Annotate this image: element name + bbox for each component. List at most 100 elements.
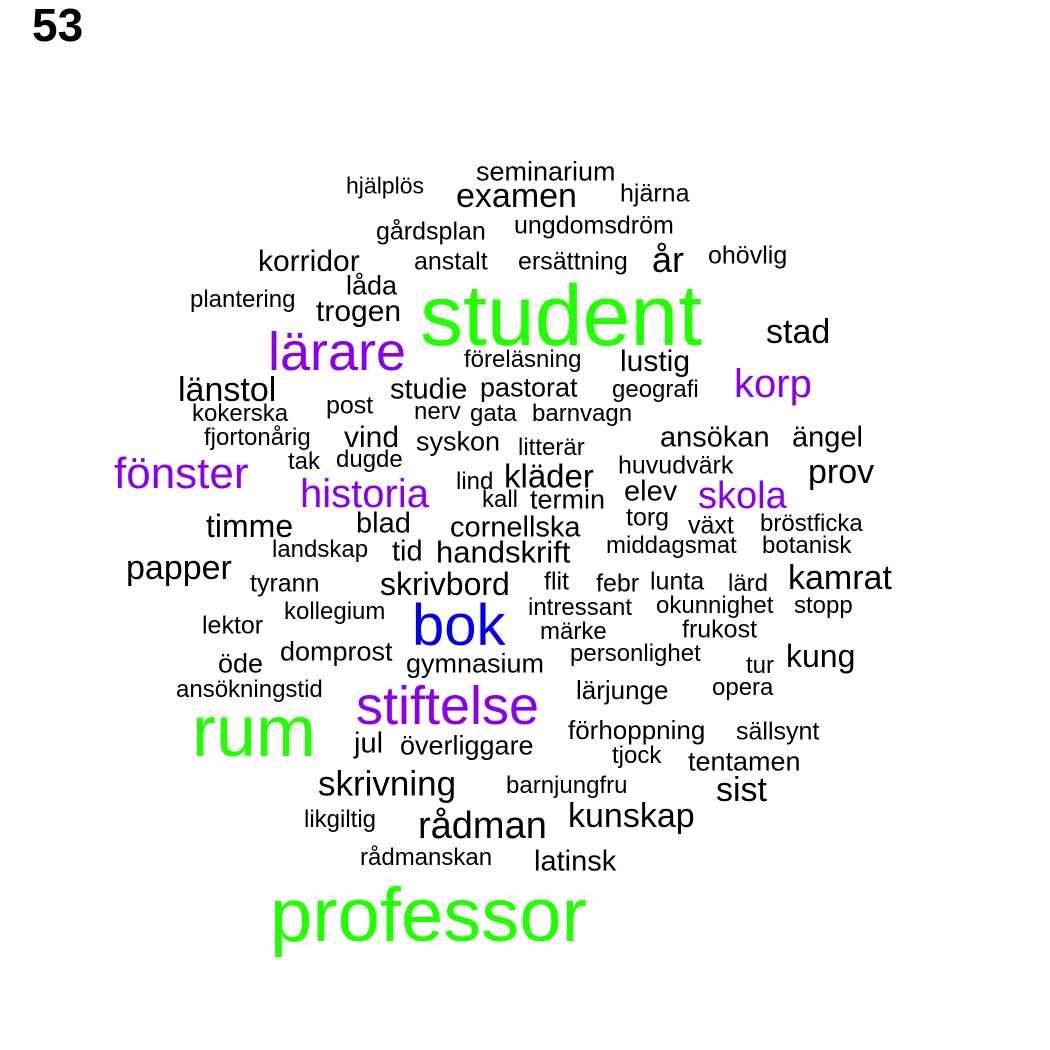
cloud-word: stopp [794,592,853,619]
cloud-word: tentamen [688,746,801,777]
cloud-word: hjärna [620,179,690,208]
cloud-word: lunta [650,567,705,596]
cloud-word: termin [530,484,606,515]
cloud-word: ansökningstid [176,676,323,703]
cloud-word: skola [698,475,787,517]
cloud-word: överliggare [400,730,534,761]
cloud-word: papper [126,549,232,587]
cloud-word: kollegium [284,598,386,625]
cloud-word: rådman [418,805,547,847]
cloud-word: lärjunge [576,675,669,705]
cloud-word: febr [596,569,640,598]
cloud-word: barnvagn [532,400,633,427]
cloud-word: låda [346,270,398,301]
cloud-word: middagsmat [606,532,737,559]
cloud-word: anstalt [414,247,488,276]
cloud-word: föreläsning [464,346,582,373]
cloud-word: personlighet [570,640,701,667]
cloud-word: botanisk [762,532,852,559]
cloud-word: tyrann [250,569,320,598]
cloud-word: lind [456,468,494,495]
cloud-word: märke [540,618,607,645]
cloud-word: opera [712,674,774,701]
cloud-word: domprost [280,636,393,667]
cloud-word: likgiltig [304,806,377,833]
cloud-word: bok [412,593,506,658]
cloud-word: student [420,268,703,364]
cloud-word: cornellska [450,511,581,544]
cloud-word: post [326,391,374,420]
cloud-word: litterär [518,434,585,461]
cloud-word: seminarium [476,156,616,187]
cloud-word: korp [734,362,812,406]
cloud-word: ansökan [660,421,770,454]
cloud-word: torg [626,503,670,532]
cloud-word: hjälplös [346,172,424,199]
cloud-word: professor [270,873,587,958]
cloud-word: växt [688,511,734,540]
cloud-word: år [652,239,685,280]
cloud-word: gårdsplan [376,217,486,246]
cloud-word: elev [624,475,678,508]
cloud-word: tjock [612,742,662,769]
cloud-word: bröstficka [760,510,863,537]
cloud-word: rum [192,692,316,772]
cloud-word: huvudvärk [618,451,734,480]
cloud-word: tur [746,652,775,679]
cloud-word: ersättning [518,247,628,276]
cloud-word: kall [482,486,519,513]
cloud-word: kunskap [568,797,695,835]
cloud-word: historia [300,472,429,516]
cloud-word: geografi [612,376,699,403]
cloud-word: barnjungfru [506,772,628,799]
cloud-word: fjortonårig [204,424,311,451]
cloud-word: korridor [258,245,360,278]
cloud-word: tak [288,448,321,475]
cloud-word: landskap [272,536,369,563]
cloud-word: examen [456,177,577,215]
cloud-word: frukost [682,615,758,644]
cloud-word: lärare [268,322,407,382]
cloud-word: prov [808,453,875,491]
cloud-word: stiftelse [356,676,540,736]
cloud-word: timme [206,508,294,544]
cloud-word: tid [392,535,423,568]
cloud-word: stad [766,313,831,351]
cloud-word: kung [786,638,856,674]
cloud-word: vind [344,421,400,454]
cloud-word: intressant [528,594,633,621]
cloud-word: sällsynt [736,717,820,746]
cloud-word: skrivning [318,764,457,804]
cloud-word: lustig [620,345,691,378]
cloud-word: öde [218,648,264,679]
cloud-word: latinsk [534,845,617,878]
cloud-word: syskon [416,426,501,457]
cloud-word: kokerska [192,400,289,427]
cloud-word: ohövlig [708,241,788,270]
cloud-word: jul [354,727,384,760]
cloud-word: ungdomsdröm [514,211,674,240]
cloud-word: gymnasium [406,648,545,679]
cloud-word: nerv [414,398,461,425]
cloud-word: handskrift [436,534,571,570]
cloud-word: skrivbord [380,566,510,602]
cloud-word: gata [470,400,517,427]
cloud-word: ängel [792,421,863,454]
cloud-word: flit [544,567,569,596]
cloud-word: kläder [504,457,594,495]
cloud-word: blad [356,507,411,540]
cloud-word: fönster [114,449,249,498]
cloud-word: lärd [728,570,769,597]
cloud-word: dugde [336,446,403,473]
cloud-word: rådmanskan [360,844,493,871]
cloud-word: okunnighet [656,592,774,619]
cloud-word: lektor [202,611,264,640]
cloud-word: kamrat [788,559,892,597]
page-number: 53 [32,0,84,51]
cloud-word: sist [716,771,767,809]
cloud-word: trogen [316,295,402,328]
cloud-word: pastorat [480,372,578,403]
cloud-word: studie [390,373,468,406]
cloud-word: förhoppning [568,715,706,745]
